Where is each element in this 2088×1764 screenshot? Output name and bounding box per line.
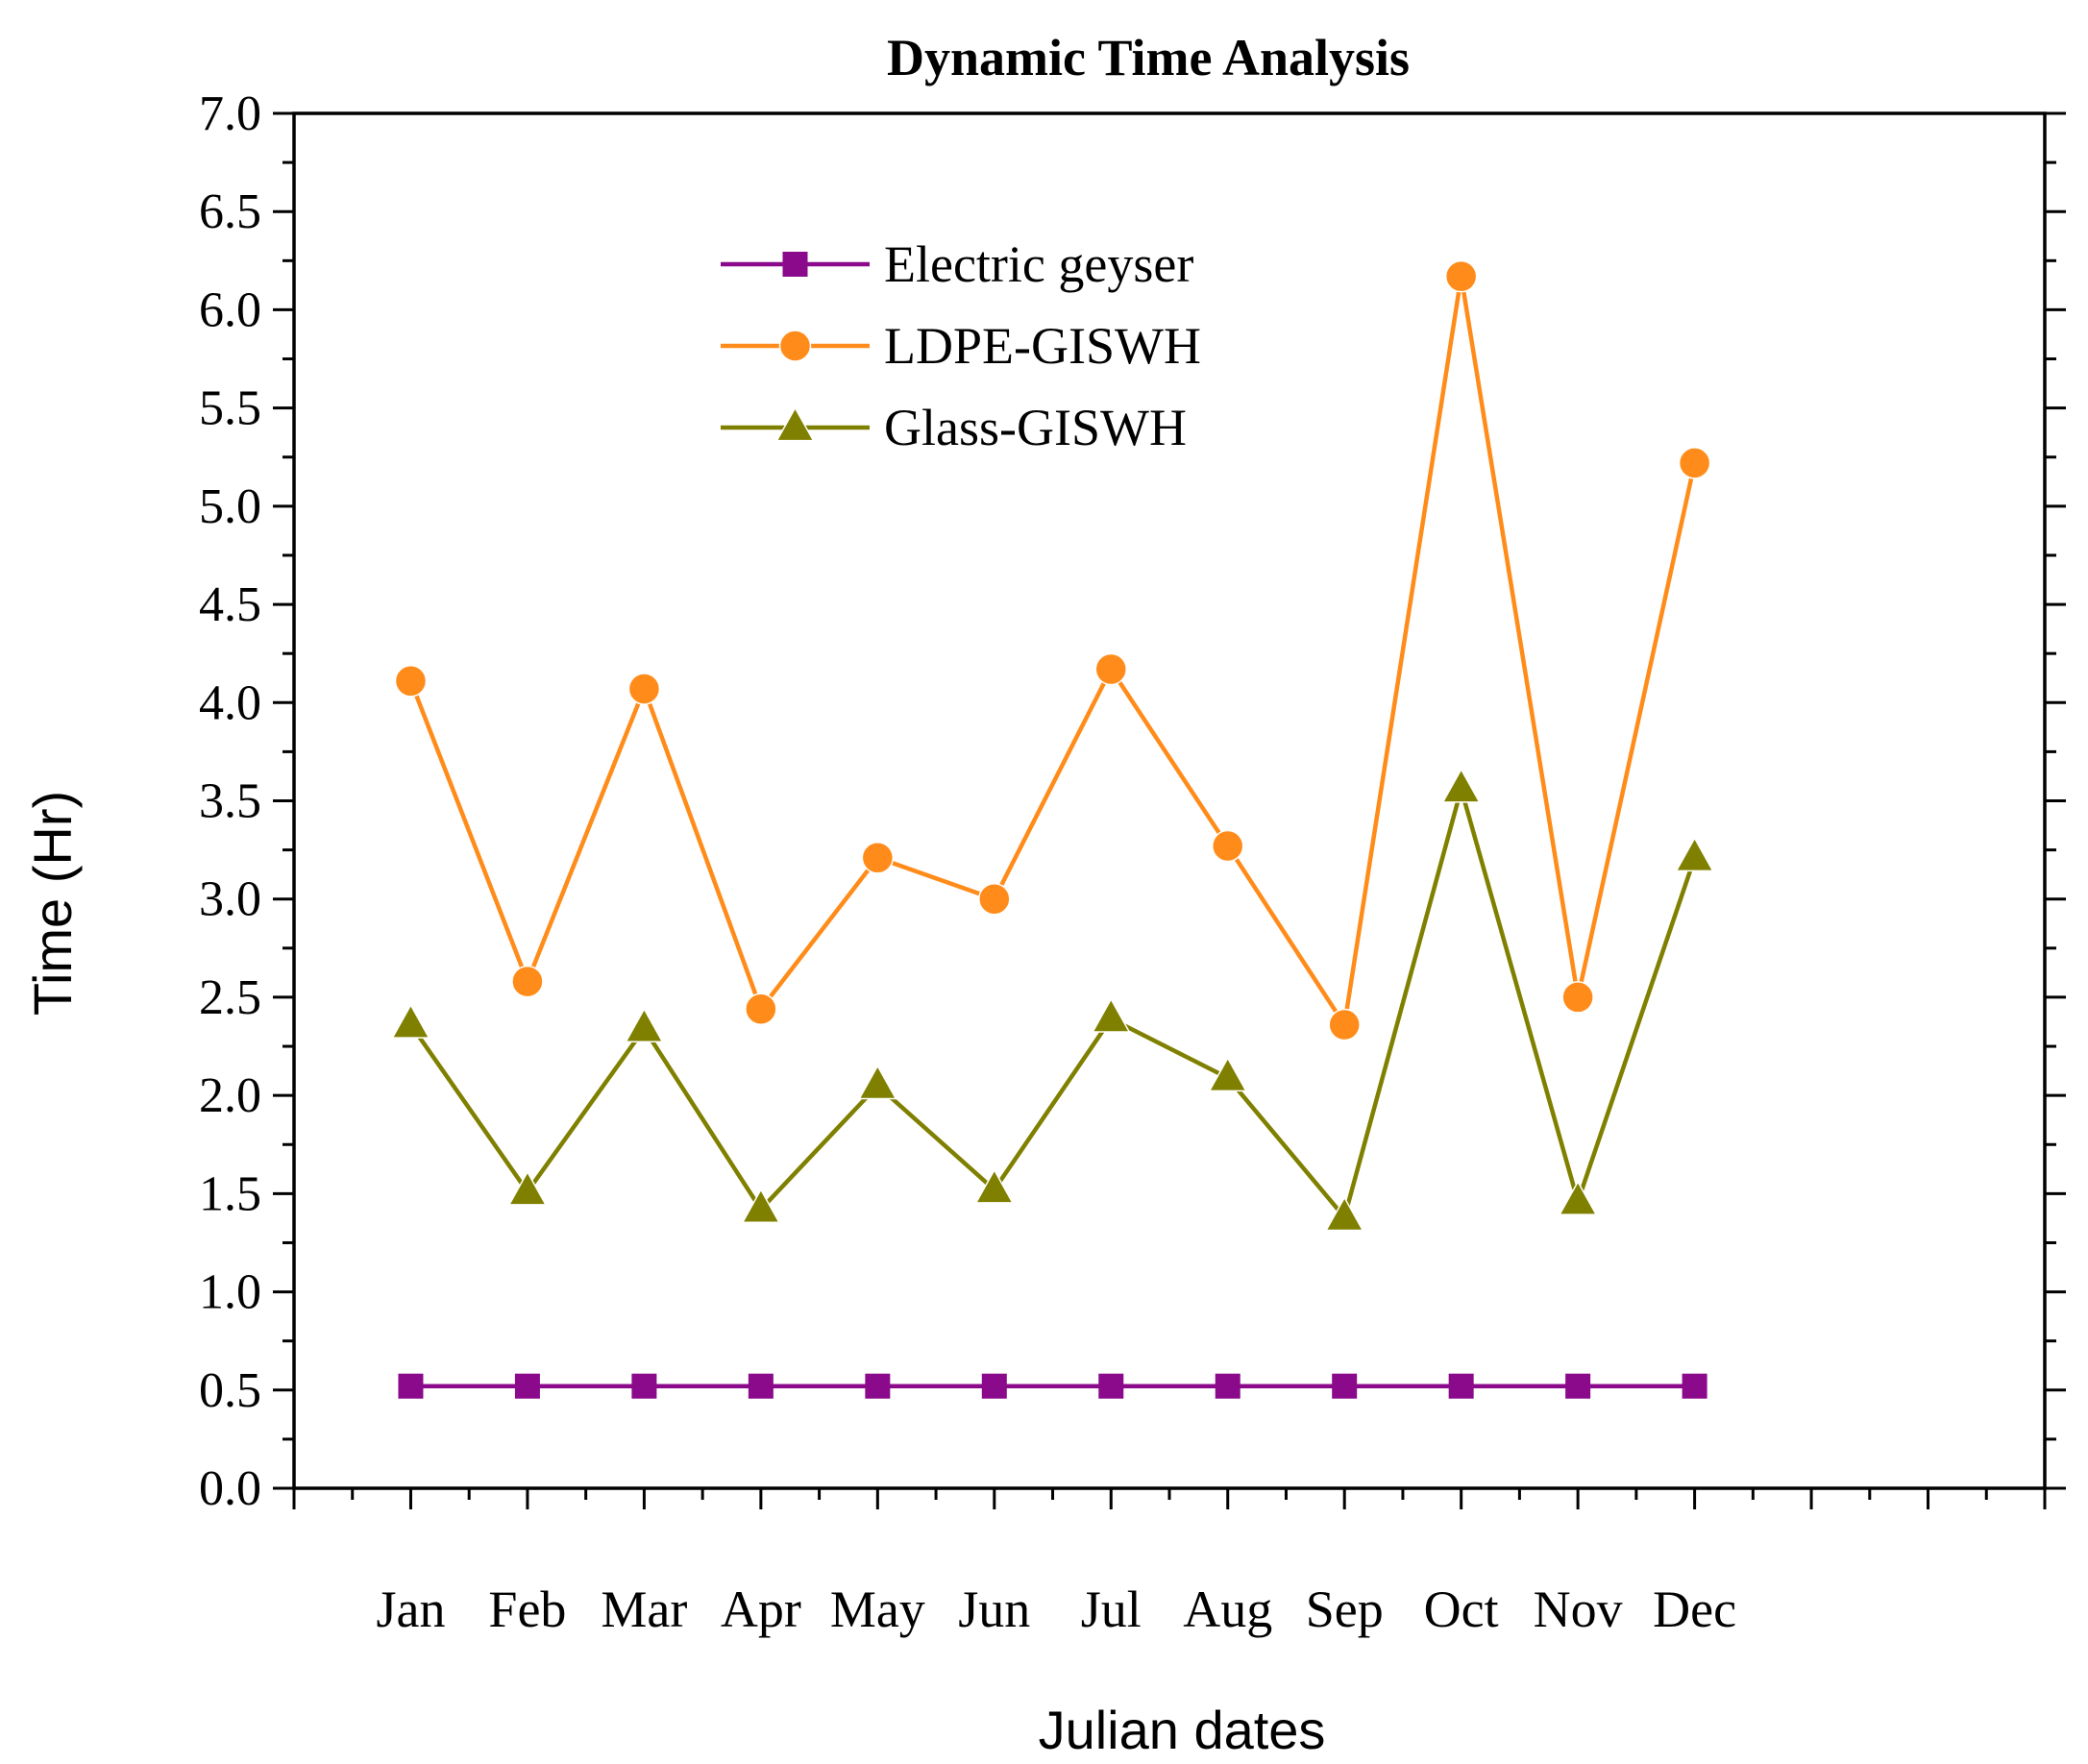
- y-tick-label: 4.5: [199, 577, 261, 632]
- legend-entry: Electric geyser: [721, 235, 1193, 293]
- data-point: [1332, 1373, 1358, 1399]
- data-point: [1211, 829, 1244, 863]
- x-tick-label: Oct: [1424, 1580, 1499, 1638]
- chart-title: Dynamic Time Analysis: [887, 29, 1410, 86]
- data-point: [1678, 447, 1711, 479]
- data-point: [625, 1007, 664, 1042]
- x-tick-label: Feb: [488, 1580, 566, 1638]
- legend: Electric geyser LDPE-GISWH Glass-GISWH: [721, 235, 1201, 456]
- x-axis-label: Julian dates: [1039, 1700, 1326, 1760]
- legend-entry: Glass-GISWH: [721, 399, 1187, 456]
- data-point: [1215, 1373, 1241, 1399]
- data-point: [745, 992, 777, 1025]
- data-point: [1441, 768, 1481, 803]
- y-tick-label: 7.0: [199, 86, 261, 141]
- data-point: [748, 1373, 774, 1399]
- legend-label: Glass-GISWH: [884, 399, 1187, 456]
- y-tick-label: 3.5: [199, 774, 261, 829]
- data-point: [394, 665, 428, 698]
- data-point: [631, 1373, 657, 1399]
- data-point: [391, 1003, 430, 1039]
- x-tick-label: Apr: [721, 1580, 801, 1638]
- data-point: [1091, 997, 1131, 1033]
- x-tick-label: Jul: [1081, 1580, 1142, 1638]
- y-tick-label: 0.0: [199, 1461, 261, 1516]
- data-point: [1324, 1195, 1364, 1232]
- data-point: [1098, 1373, 1124, 1399]
- series-layer: [391, 259, 1714, 1399]
- data-point: [1328, 1008, 1361, 1041]
- y-tick-label: 6.0: [199, 282, 261, 337]
- y-axis-ticks: 0.0 0.5 1.0 1.5 2.0 2.5 3.0 3.5 4.0 4.5 5.0 5.5 6.0 6…: [199, 86, 2066, 1516]
- series-glass-giswh: [391, 768, 1714, 1232]
- data-point: [1565, 1373, 1591, 1399]
- y-tick-label: 5.0: [199, 479, 261, 534]
- data-point: [978, 882, 1011, 916]
- data-point: [1094, 652, 1128, 686]
- y-tick-label: 1.5: [199, 1166, 261, 1221]
- x-tick-label: May: [830, 1580, 925, 1638]
- series-ldpe-giswh: [394, 259, 1711, 1041]
- x-tick-label: Nov: [1534, 1580, 1623, 1638]
- x-tick-label: Mar: [601, 1580, 687, 1638]
- data-point: [974, 1168, 1015, 1204]
- data-point: [981, 1373, 1007, 1399]
- data-point: [507, 1170, 548, 1206]
- x-tick-label: Jan: [376, 1580, 445, 1638]
- data-point: [514, 1373, 540, 1399]
- data-point: [1682, 1373, 1707, 1399]
- legend-entry: LDPE-GISWH: [721, 317, 1201, 375]
- data-point: [511, 965, 544, 998]
- series-electric-geyser: [398, 1373, 1707, 1399]
- data-point: [741, 1188, 781, 1224]
- data-point: [1444, 259, 1478, 293]
- x-tick-label: Jun: [958, 1580, 1030, 1638]
- data-point: [1675, 836, 1714, 872]
- legend-marker: [782, 252, 808, 277]
- data-point: [1448, 1373, 1474, 1399]
- x-axis-ticks: Jan Feb Mar Apr May Jun Jul Aug Sep Oct Nov Dec: [292, 1488, 2047, 1638]
- data-point: [861, 842, 895, 874]
- data-point: [627, 673, 661, 705]
- series-line: [408, 786, 1697, 1220]
- y-tick-label: 3.0: [199, 872, 261, 927]
- y-tick-label: 5.5: [199, 381, 261, 436]
- data-point: [1208, 1056, 1248, 1092]
- legend-marker: [778, 330, 812, 362]
- x-tick-label: Sep: [1306, 1580, 1384, 1638]
- data-point: [1558, 1180, 1598, 1215]
- x-tick-label: Dec: [1653, 1580, 1736, 1638]
- data-point: [398, 1373, 424, 1399]
- legend-marker: [775, 406, 815, 442]
- legend-label: Electric geyser: [884, 235, 1193, 293]
- y-tick-label: 4.0: [199, 675, 261, 730]
- series-line: [408, 274, 1697, 1027]
- x-tick-label: Aug: [1183, 1580, 1272, 1638]
- data-point: [858, 1064, 897, 1100]
- y-tick-label: 2.0: [199, 1068, 261, 1123]
- y-tick-label: 6.5: [199, 184, 261, 239]
- y-axis-label: Time (Hr): [22, 791, 83, 1016]
- y-tick-label: 0.5: [199, 1363, 261, 1418]
- data-point: [865, 1373, 891, 1399]
- data-point: [1561, 981, 1594, 1014]
- legend-label: LDPE-GISWH: [884, 317, 1201, 375]
- y-tick-label: 2.5: [199, 970, 261, 1025]
- y-tick-label: 1.0: [199, 1265, 261, 1320]
